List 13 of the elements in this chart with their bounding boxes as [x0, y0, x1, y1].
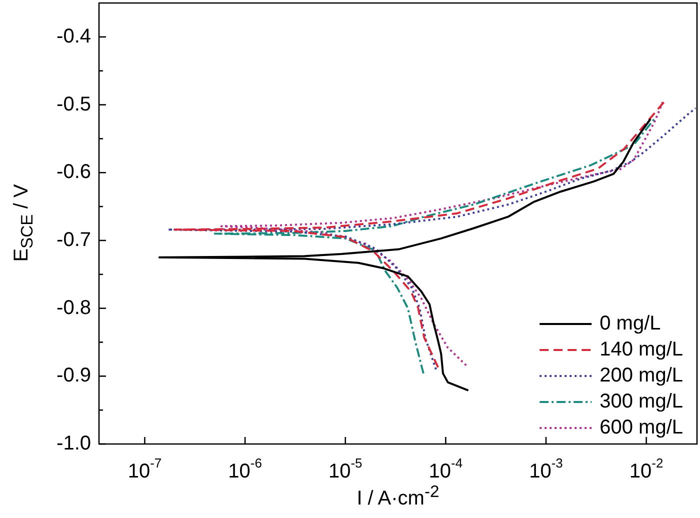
y-tick-label: -0.4 [56, 25, 92, 48]
y-tick-label: -0.8 [56, 296, 92, 319]
y-tick-label: -1.0 [56, 432, 92, 455]
legend-label: 0 mg/L [600, 312, 661, 335]
legend-label: 200 mg/L [600, 364, 683, 387]
legend-label: 140 mg/L [600, 338, 683, 361]
y-tick-label: -0.7 [56, 228, 92, 251]
y-tick-label: -0.6 [56, 161, 92, 184]
legend-label: 600 mg/L [600, 416, 683, 439]
legend-label: 300 mg/L [600, 390, 683, 413]
x-axis-title: I / A·cm$^{-2}$ [356, 482, 440, 511]
y-tick-label: -0.5 [56, 93, 92, 116]
y-tick-label: -0.9 [56, 364, 92, 387]
